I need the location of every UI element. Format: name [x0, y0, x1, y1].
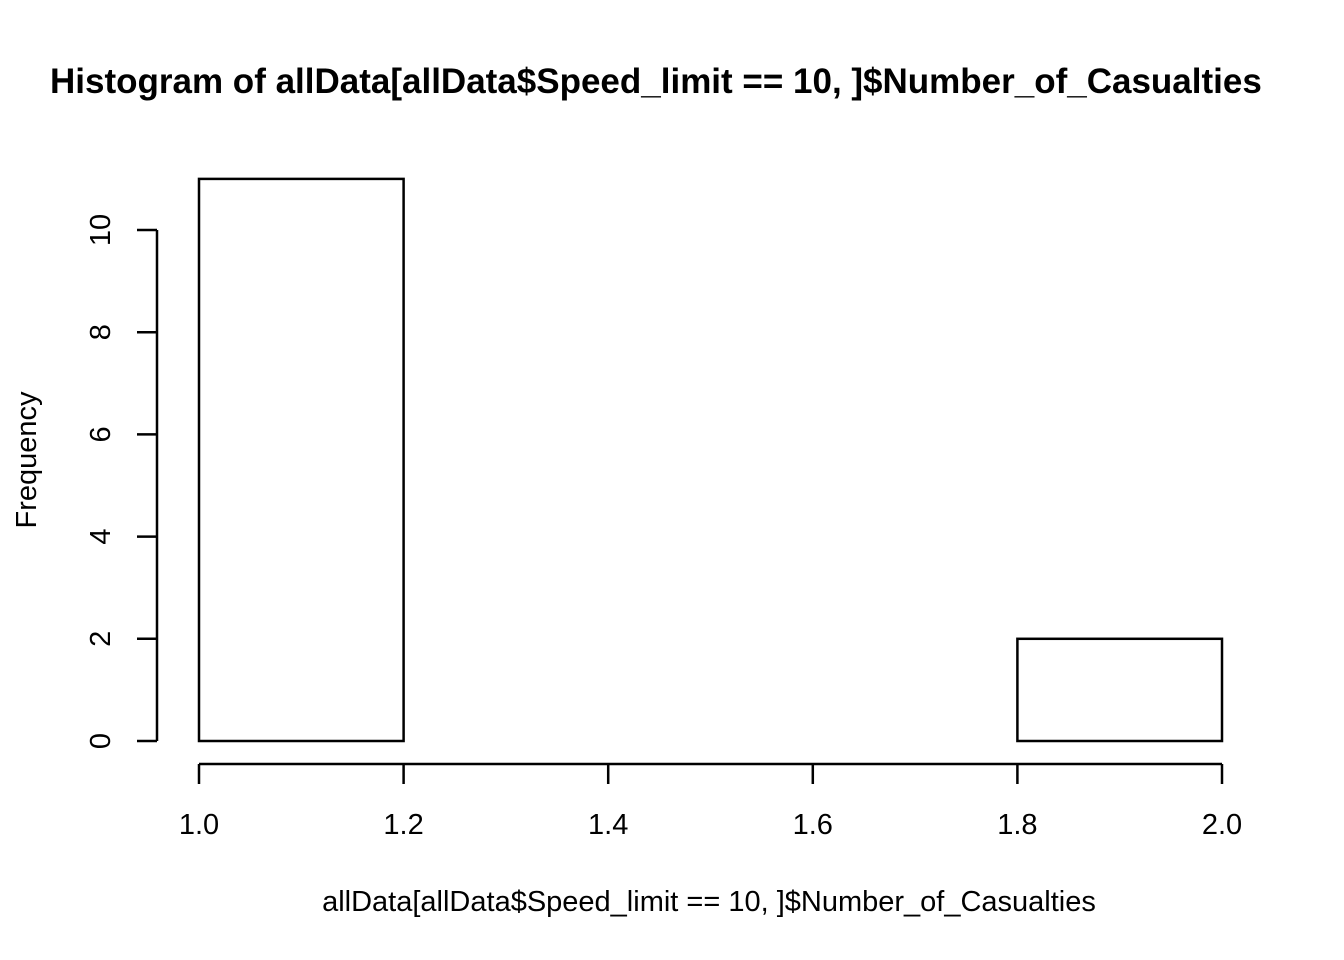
x-tick-label: 1.6: [793, 809, 833, 841]
y-axis-title: Frequency: [11, 391, 43, 529]
bars-group: [197, 177, 1224, 743]
x-axis-title: allData[allData$Speed_limit == 10, ]$Num…: [322, 886, 1096, 918]
y-tick-label: 4: [85, 529, 117, 545]
y-tick-label: 2: [85, 631, 117, 647]
x-tick-label: 1.8: [997, 809, 1037, 841]
x-tick-label: 1.4: [588, 809, 628, 841]
y-tick-label: 0: [85, 733, 117, 749]
x-tick-label: 2.0: [1202, 809, 1242, 841]
x-tick-label: 1.2: [383, 809, 423, 841]
x-tick-label: 1.0: [179, 809, 219, 841]
y-axis: 0 2 4 6 8 10: [85, 214, 159, 749]
y-tick-label: 6: [85, 426, 117, 442]
chart-title: Histogram of allData[allData$Speed_limit…: [50, 62, 1262, 101]
histogram-bar-0: [197, 177, 405, 743]
y-tick-label: 8: [85, 324, 117, 340]
histogram-bar-4: [1016, 637, 1224, 743]
x-axis: 1.0 1.2 1.4 1.6 1.8 2.0: [179, 762, 1242, 841]
y-tick-label: 10: [85, 214, 117, 246]
